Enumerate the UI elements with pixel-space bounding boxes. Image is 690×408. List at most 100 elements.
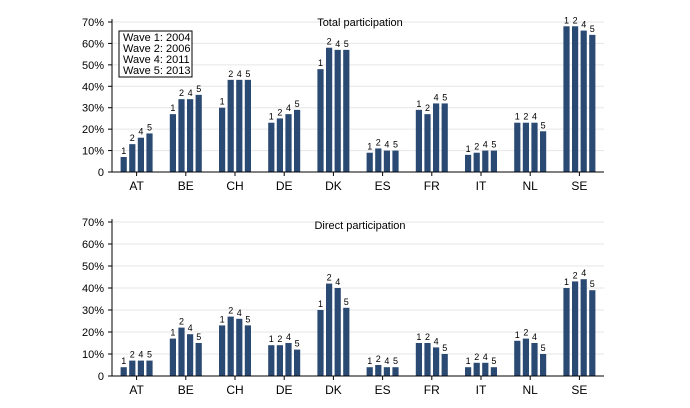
bar-label: 2 [523, 328, 528, 338]
x-tick-label: DE [276, 179, 293, 193]
bar [514, 340, 521, 376]
bar-label: 5 [245, 69, 250, 79]
bar-label: 2 [474, 142, 479, 152]
bar-label: 1 [367, 142, 372, 152]
grid-lines [112, 221, 604, 355]
bar [375, 148, 382, 172]
bar [334, 288, 341, 376]
bar [276, 345, 283, 376]
bar [589, 290, 596, 376]
bar [522, 122, 529, 172]
bar [490, 367, 497, 376]
y-tick-label: 60% [82, 38, 104, 50]
bar-label: 5 [541, 120, 546, 130]
y-tick-label: 10% [82, 146, 104, 158]
bar [531, 122, 538, 172]
bar [540, 354, 547, 376]
x-tick-label: SE [571, 179, 587, 193]
bar-label: 5 [344, 39, 349, 49]
legend-entry-wave-4: Wave 4: 2011 [123, 54, 190, 66]
bar [433, 347, 440, 376]
bar [195, 94, 202, 172]
bar-label: 1 [170, 103, 175, 113]
y-tick-label: 0 [98, 167, 104, 179]
x-tick-label: DK [325, 383, 342, 397]
bar-label: 5 [344, 297, 349, 307]
y-tick-label: 50% [82, 60, 104, 72]
bar-label: 1 [269, 112, 274, 122]
bar-label: 1 [269, 334, 274, 344]
y-tick-label: 20% [82, 124, 104, 136]
bar [465, 154, 472, 172]
bar [580, 30, 587, 173]
bar [482, 362, 489, 376]
bar-label: 2 [573, 270, 578, 280]
bar [244, 79, 251, 172]
bar [343, 49, 350, 172]
x-tick-label: NL [523, 383, 539, 397]
x-tick-label: AT [129, 179, 144, 193]
y-tick-label: 20% [82, 327, 104, 339]
legend-entry-wave-1: Wave 1: 2004 [123, 32, 190, 44]
grid-lines [112, 21, 604, 152]
panel-total-participation: 124 512 4 512 4 51 2 4 512 4 51 2 4 51 24 51 2 4 51 2 451 2 4 5… [82, 15, 604, 193]
x-tick-label: FR [424, 383, 440, 397]
x-tick-label: BE [178, 383, 194, 397]
bar-label: 2 [277, 107, 282, 117]
bar-label: 5 [541, 343, 546, 353]
bar [343, 307, 350, 376]
bar-label: 4 [188, 88, 193, 98]
bar-label: 1 [121, 356, 126, 366]
bar-label: 4 [138, 127, 143, 137]
bar-label: 5 [196, 332, 201, 342]
x-tick-label: ES [375, 179, 391, 193]
bar-label: 4 [384, 356, 389, 366]
bar [482, 150, 489, 172]
bar-label: 4 [483, 140, 488, 150]
bars [120, 279, 596, 376]
bar [169, 114, 176, 172]
x-tick-label: CH [226, 179, 243, 193]
bar [178, 99, 185, 172]
bar-label: 1 [416, 332, 421, 342]
bar [473, 152, 480, 172]
bar [366, 152, 373, 172]
bar-label: 2 [327, 37, 332, 47]
bar [294, 349, 301, 376]
bar-label: 2 [228, 69, 233, 79]
bar-label: 1 [416, 99, 421, 109]
bar-label: 4 [384, 140, 389, 150]
bar [441, 103, 448, 172]
bar [375, 365, 382, 376]
bar [219, 107, 226, 172]
bar [195, 343, 202, 376]
y-ticks: 0 10% 20% 30% 40% 50% 60% 70% [82, 217, 112, 383]
bar-label: 4 [237, 308, 242, 318]
x-tick-label: BE [178, 179, 194, 193]
bar-label: 2 [425, 103, 430, 113]
bar [424, 343, 431, 376]
bar [120, 367, 127, 376]
bar [268, 345, 275, 376]
bar-label: 5 [491, 140, 496, 150]
legend: Wave 1: 2004 Wave 2: 2006 Wave 4: 2011 W… [118, 30, 193, 78]
bar [146, 133, 153, 172]
bar [187, 99, 194, 172]
bar [137, 137, 144, 172]
bar-label: 4 [138, 350, 143, 360]
bar-label: 4 [286, 332, 291, 342]
bar-label: 5 [393, 356, 398, 366]
bar-label: 5 [147, 122, 152, 132]
bar [120, 157, 127, 172]
bar [137, 360, 144, 376]
bar-label: 2 [376, 354, 381, 364]
bar [317, 69, 324, 172]
bar [276, 118, 283, 172]
bar [572, 26, 579, 172]
x-tick-label: ES [375, 383, 391, 397]
bar-label: 4 [434, 336, 439, 346]
x-tick-label: CH [226, 383, 243, 397]
bar-label: 1 [466, 356, 471, 366]
